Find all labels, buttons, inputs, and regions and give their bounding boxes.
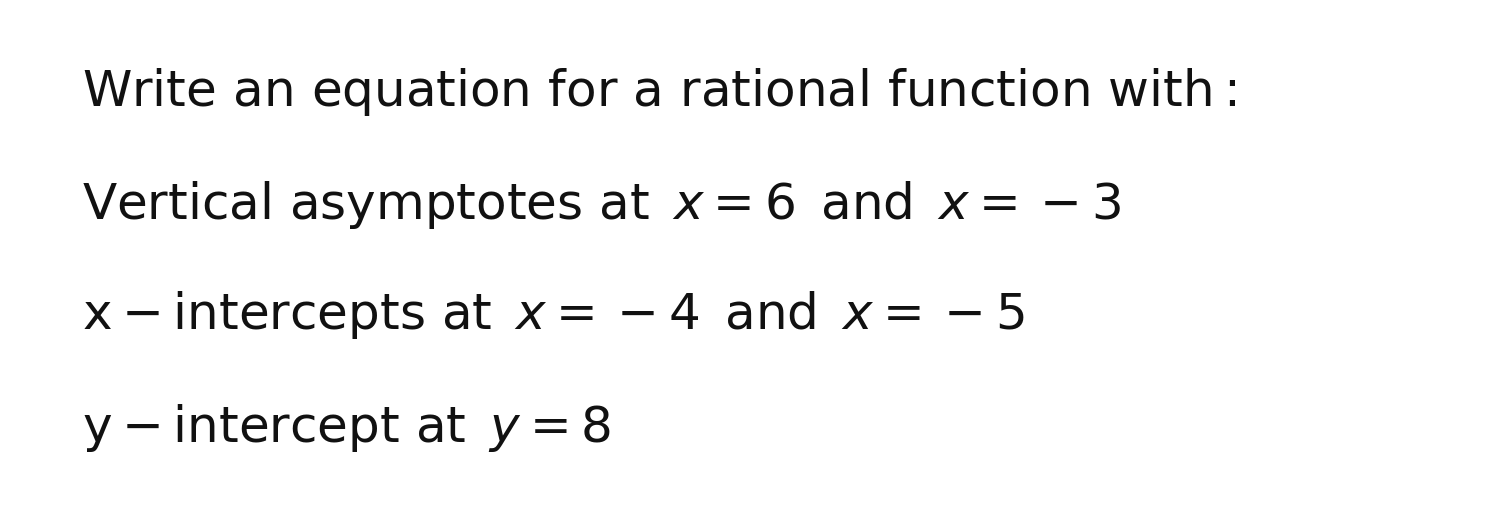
Text: $\mathregular{Vertical\ asymptotes\ at\ }$$\,x = 6\,$$\mathregular{\ and\ }$$\,x: $\mathregular{Vertical\ asymptotes\ at\ …: [82, 179, 1122, 231]
Text: $\mathregular{Write\ an\ equation\ for\ a\ rational\ function\ with:}$: $\mathregular{Write\ an\ equation\ for\ …: [82, 66, 1237, 118]
Text: $\mathregular{y-intercept\ at\ }$$\,y = 8$: $\mathregular{y-intercept\ at\ }$$\,y = …: [82, 401, 612, 454]
Text: $\mathregular{x-intercepts\ at\ }$$\,x = -4\,$$\mathregular{\ and\ }$$\,x = -5$: $\mathregular{x-intercepts\ at\ }$$\,x =…: [82, 289, 1024, 341]
